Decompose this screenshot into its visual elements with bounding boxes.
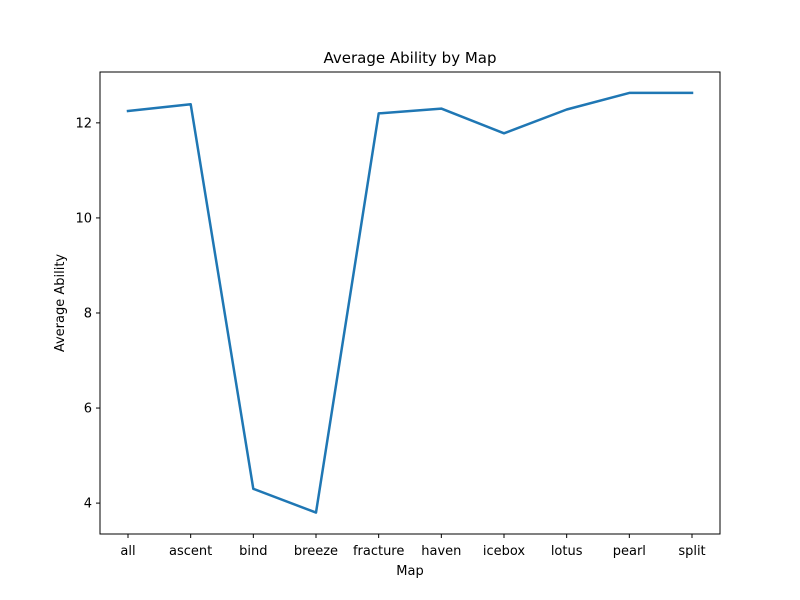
y-tick-label: 10: [75, 211, 92, 226]
x-tick-label: split: [678, 544, 705, 559]
plot-area: [99, 71, 721, 535]
x-tick-label: haven: [421, 544, 461, 559]
x-tick-label: breeze: [294, 544, 338, 559]
y-tick-label: 12: [75, 116, 92, 131]
x-tick-label: ascent: [169, 544, 212, 559]
y-tick-label: 8: [84, 306, 92, 321]
y-axis: 4 6 8 10 12: [75, 116, 100, 512]
y-tick-label: 4: [84, 497, 92, 512]
x-tick-label: pearl: [613, 544, 646, 559]
x-tick-label: fracture: [353, 544, 404, 559]
x-tick-label: all: [120, 544, 135, 559]
x-tick-label: bind: [239, 544, 267, 559]
x-tick-label: lotus: [551, 544, 583, 559]
x-tick-label: icebox: [483, 544, 526, 559]
y-axis-label: Average Ability: [53, 254, 68, 353]
chart-title: Average Ability by Map: [324, 49, 497, 67]
series-line: [126, 91, 694, 514]
x-axis: all ascent bind breeze fracture haven icebox lo…: [120, 534, 706, 559]
y-tick-label: 6: [84, 402, 92, 417]
x-axis-label: Map: [396, 564, 423, 579]
